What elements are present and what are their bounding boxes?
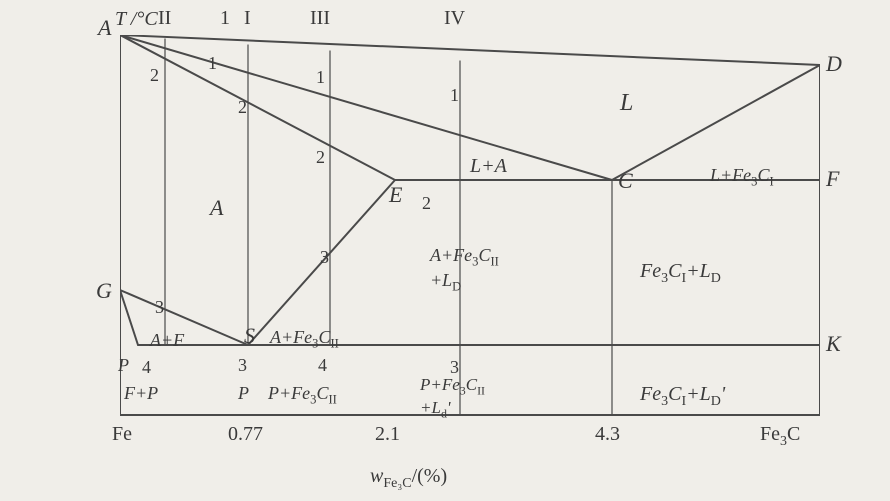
point-num: 2: [238, 97, 247, 118]
xtick: Fe: [112, 423, 132, 446]
region-label: A: [210, 195, 223, 221]
point-num: 1: [208, 53, 217, 74]
region-label: F+P: [124, 383, 158, 404]
point-C: C: [618, 168, 633, 194]
region-label: P: [238, 383, 249, 404]
xtick: 0.77: [228, 423, 263, 446]
point-F: F: [826, 166, 839, 192]
cooling-III: III: [310, 7, 330, 30]
point-G: G: [96, 278, 112, 304]
cooling-II: II: [158, 7, 171, 30]
cooling-num: 1: [220, 7, 230, 30]
region-label: A+Fe3CII: [270, 327, 339, 352]
region-label: P: [118, 355, 129, 376]
point-num: 3: [320, 247, 329, 268]
point-num: 2: [316, 147, 325, 168]
point-E: E: [389, 182, 402, 208]
region-label: L: [620, 90, 633, 117]
point-num: 2: [150, 65, 159, 86]
point-num: 2: [422, 193, 431, 214]
xtick: 4.3: [595, 423, 620, 446]
point-num: 1: [450, 85, 459, 106]
region-label: L+Fe3CI: [710, 165, 774, 190]
point-num: 3: [238, 355, 247, 376]
point-num: 4: [318, 355, 327, 376]
xtick: 2.1: [375, 423, 400, 446]
region-label: P+Fe3CII: [268, 383, 337, 408]
region-label: P+Fe3CII+Ld': [420, 375, 485, 422]
y-axis-title: T /°C: [115, 8, 158, 31]
region-label: Fe3CI+LD': [640, 383, 725, 410]
xtick: Fe3C: [760, 423, 800, 450]
phase-diagram: ADCEFGSKII1IIIIIV2121212333434LL+AL+Fe3C…: [120, 35, 820, 455]
point-D: D: [826, 51, 842, 77]
point-K: K: [826, 331, 841, 357]
region-label: A+F: [150, 330, 184, 351]
point-A: A: [98, 15, 111, 41]
point-num: 3: [155, 297, 164, 318]
region-label: Fe3CI+LD: [640, 260, 721, 287]
point-num: 4: [142, 357, 151, 378]
x-axis-title: wFe₃C/(%): [370, 465, 447, 492]
point-num: 1: [316, 67, 325, 88]
region-label: L+A: [470, 155, 507, 178]
cooling-I: I: [244, 7, 251, 30]
point-S: S: [244, 323, 255, 349]
region-label: A+Fe3CII+LD: [430, 245, 499, 294]
cooling-IV: IV: [444, 7, 465, 30]
